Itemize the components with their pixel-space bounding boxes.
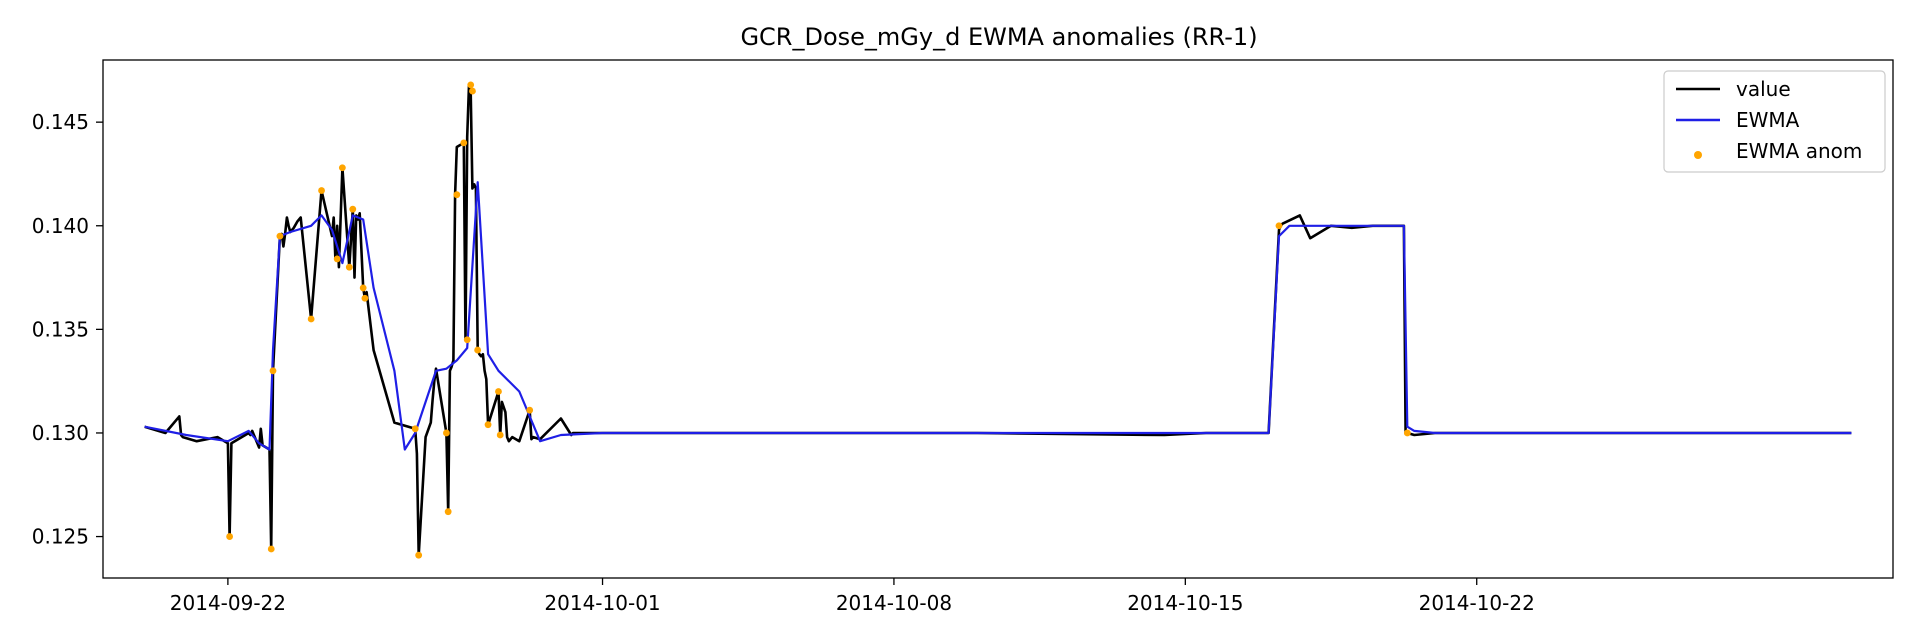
anomaly-point bbox=[318, 187, 325, 194]
x-tick-label: 2014-10-15 bbox=[1127, 591, 1243, 615]
anomaly-point bbox=[226, 533, 234, 540]
anomaly-point bbox=[276, 232, 284, 240]
anomaly-point bbox=[359, 284, 367, 292]
y-tick-label: 0.130 bbox=[32, 421, 89, 445]
anomaly-point bbox=[467, 81, 475, 89]
anomaly-point bbox=[1275, 222, 1283, 230]
anomaly-point bbox=[469, 87, 476, 95]
x-tick-label: 2014-10-01 bbox=[544, 591, 660, 615]
series-line-ewma bbox=[144, 181, 1852, 451]
series-line-value bbox=[144, 83, 1852, 557]
anomaly-point bbox=[526, 406, 534, 414]
legend-swatch-marker bbox=[1694, 151, 1702, 159]
plot-area bbox=[144, 81, 1852, 559]
anomaly-point bbox=[496, 431, 504, 439]
anomaly-point bbox=[444, 508, 452, 516]
anomaly-point bbox=[474, 346, 482, 354]
x-tick-label: 2014-09-22 bbox=[170, 591, 286, 615]
axes: 2014-09-22 2014-10-01 2014-10-08 2014-10-15… bbox=[32, 59, 1894, 615]
chart-title: GCR_Dose_mGy_d EWMA anomalies (RR-1) bbox=[740, 23, 1257, 51]
anomaly-point bbox=[349, 205, 357, 213]
legend-label: EWMA anom bbox=[1736, 139, 1862, 163]
anomaly-point bbox=[411, 425, 419, 433]
anomaly-point bbox=[415, 551, 423, 559]
anomaly-point bbox=[453, 191, 461, 199]
anomaly-point bbox=[345, 263, 353, 271]
anomaly-point bbox=[361, 294, 369, 302]
anomaly-point bbox=[484, 421, 492, 429]
anomaly-point bbox=[307, 315, 315, 323]
anomaly-point bbox=[1403, 429, 1411, 437]
legend: value EWMA EWMA anom bbox=[1663, 70, 1886, 173]
legend-label: EWMA bbox=[1736, 108, 1800, 132]
plot-frame bbox=[102, 59, 1894, 579]
anomaly-point bbox=[338, 164, 346, 172]
y-tick-label: 0.135 bbox=[32, 317, 89, 341]
anomaly-point bbox=[269, 367, 277, 375]
y-tick-label: 0.145 bbox=[32, 110, 89, 134]
x-tick-label: 2014-10-08 bbox=[836, 591, 952, 615]
y-tick-label: 0.125 bbox=[32, 525, 89, 549]
x-tick-label: 2014-10-22 bbox=[1419, 591, 1535, 615]
anomaly-point bbox=[463, 336, 471, 344]
anomaly-point bbox=[460, 139, 468, 147]
anomaly-point bbox=[333, 255, 341, 263]
legend-box bbox=[1663, 70, 1886, 173]
legend-label: value bbox=[1736, 77, 1791, 101]
anomaly-point bbox=[267, 545, 275, 553]
anomaly-point bbox=[495, 388, 502, 395]
anomaly-point bbox=[443, 429, 450, 437]
y-tick-label: 0.140 bbox=[32, 214, 89, 238]
